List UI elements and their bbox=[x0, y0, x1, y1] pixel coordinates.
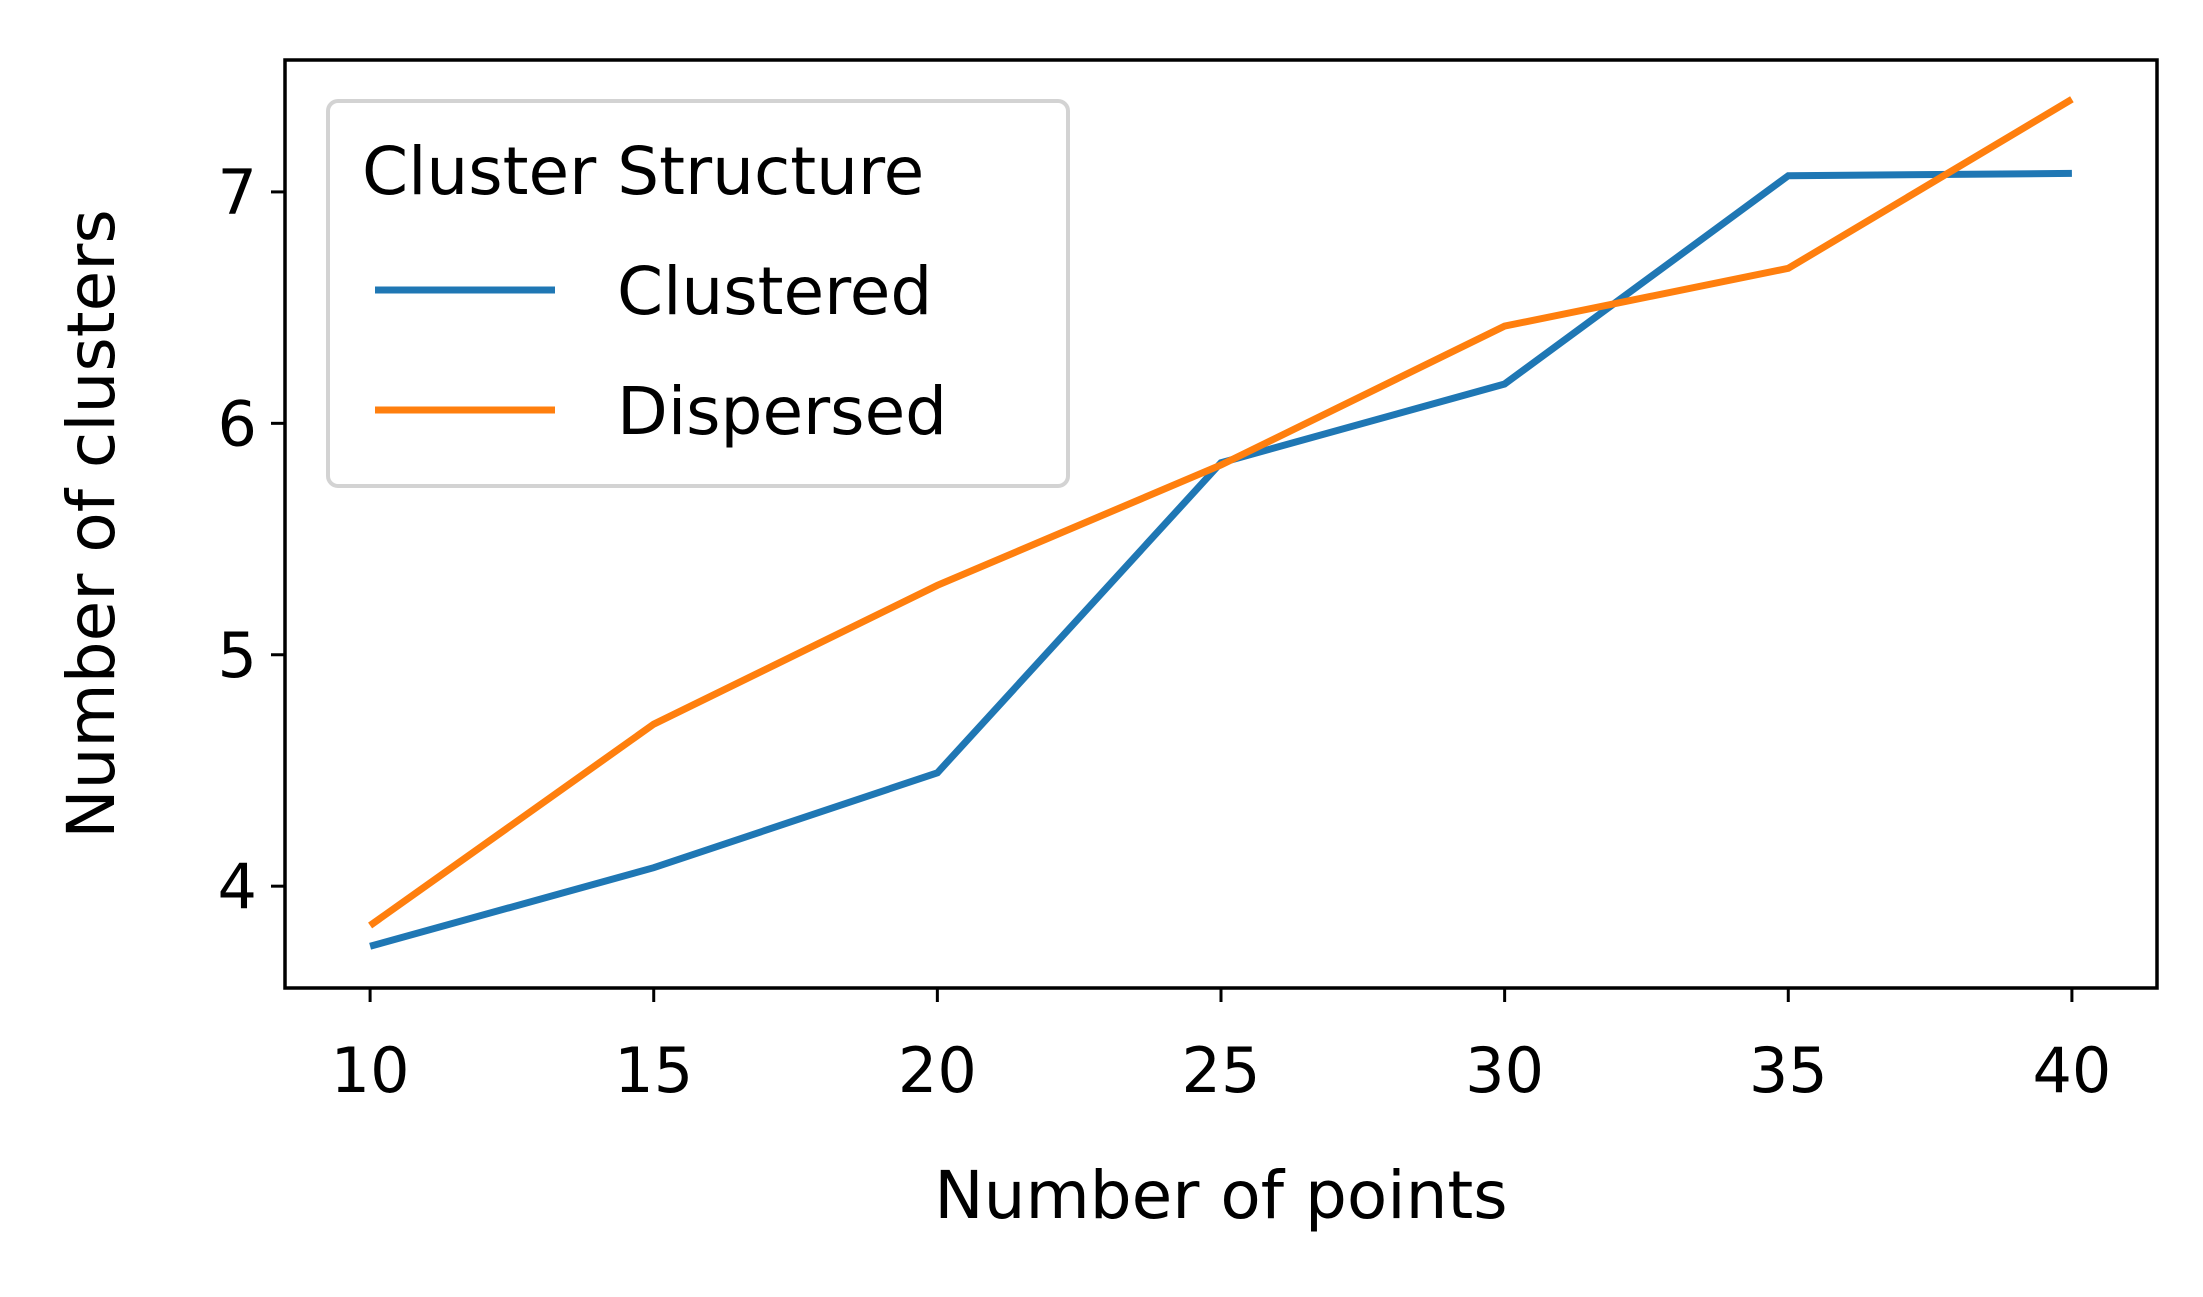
y-tick-label: 7 bbox=[218, 156, 257, 229]
series-layer bbox=[368, 96, 2074, 950]
legend-items: Clustered Dispersed bbox=[375, 253, 947, 450]
legend-box bbox=[326, 99, 1070, 488]
legend-label-clustered: Clustered bbox=[617, 253, 932, 330]
x-axis: 10 15 20 25 30 35 40 bbox=[331, 988, 2111, 1107]
y-tick-label: 4 bbox=[218, 850, 257, 923]
legend-label-dispersed: Dispersed bbox=[617, 373, 947, 450]
x-tick-label: 30 bbox=[1465, 1034, 1544, 1107]
x-tick-label: 35 bbox=[1749, 1034, 1828, 1107]
x-tick-label: 25 bbox=[1182, 1034, 1261, 1107]
legend-title: Cluster Structure bbox=[362, 133, 924, 210]
x-axis-label: Number of points bbox=[934, 1157, 1507, 1234]
y-tick-label: 5 bbox=[218, 619, 257, 692]
legend: Cluster Structure Clustered Dispersed bbox=[326, 99, 1070, 488]
y-tick-label: 6 bbox=[218, 387, 257, 460]
series-line-dispersed bbox=[368, 96, 2074, 929]
y-axis-label: Number of clusters bbox=[53, 209, 130, 839]
x-tick-label: 15 bbox=[614, 1034, 693, 1107]
x-tick-label: 40 bbox=[2032, 1034, 2111, 1107]
x-tick-label: 20 bbox=[898, 1034, 977, 1107]
y-axis: 4 5 6 7 bbox=[218, 156, 285, 923]
x-tick-label: 10 bbox=[331, 1034, 410, 1107]
